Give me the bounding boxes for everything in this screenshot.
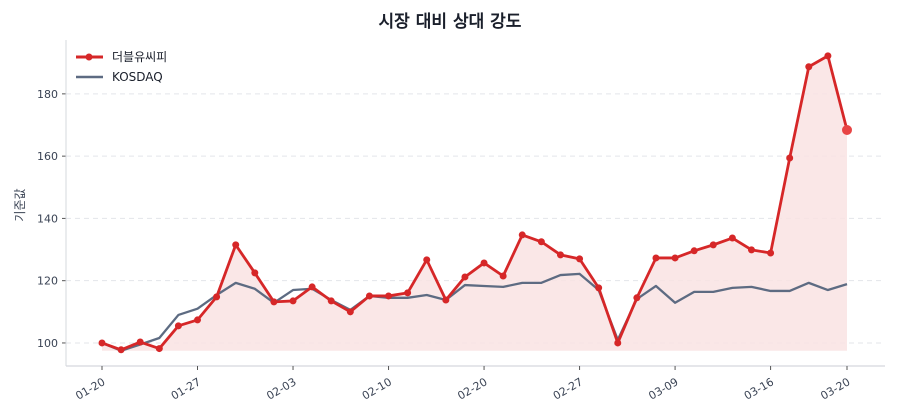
area-fill bbox=[102, 55, 847, 351]
wcp-point bbox=[767, 249, 775, 257]
wcp-point bbox=[251, 269, 259, 277]
wcp-point bbox=[518, 231, 526, 239]
wcp-point bbox=[499, 272, 507, 280]
x-tick-label: 02-10 bbox=[360, 375, 394, 402]
legend-marker-wcp bbox=[85, 53, 93, 61]
wcp-point bbox=[728, 234, 736, 242]
wcp-point bbox=[385, 292, 393, 300]
wcp-point bbox=[595, 284, 603, 292]
wcp-point bbox=[576, 255, 584, 263]
x-tick-label: 03-09 bbox=[646, 375, 680, 402]
wcp-point bbox=[327, 297, 335, 305]
x-tick-label: 01-20 bbox=[73, 375, 107, 402]
wcp-point bbox=[652, 254, 660, 262]
wcp-point bbox=[155, 345, 163, 353]
wcp-point bbox=[709, 241, 717, 249]
series-lines bbox=[98, 52, 852, 354]
wcp-point bbox=[136, 338, 144, 346]
wcp-point bbox=[98, 339, 106, 347]
wcp-point bbox=[805, 63, 813, 71]
x-tick-label: 02-20 bbox=[455, 375, 489, 402]
wcp-point bbox=[690, 247, 698, 255]
wcp-point bbox=[404, 289, 412, 297]
y-tick-label: 100 bbox=[37, 337, 58, 350]
x-tick-label: 02-27 bbox=[551, 375, 585, 402]
wcp-point bbox=[308, 283, 316, 291]
wcp-point bbox=[232, 241, 240, 249]
wcp-point bbox=[423, 256, 431, 264]
wcp-point bbox=[270, 298, 278, 306]
wcp-point bbox=[289, 297, 297, 305]
kosdaq-line bbox=[101, 272, 848, 352]
wcp-point bbox=[786, 154, 794, 162]
y-tick-label: 140 bbox=[37, 212, 58, 225]
wcp-point bbox=[824, 52, 832, 60]
wcp-point bbox=[556, 251, 564, 259]
x-tick-label: 02-03 bbox=[264, 375, 298, 402]
y-tick-label: 180 bbox=[37, 88, 58, 101]
wcp-point bbox=[747, 246, 755, 254]
wcp-point bbox=[213, 293, 221, 301]
wcp-point bbox=[537, 238, 545, 246]
wcp-point bbox=[671, 254, 679, 262]
wcp-area-fill bbox=[102, 55, 847, 351]
wcp-point bbox=[614, 339, 622, 347]
x-tick-label: 01-27 bbox=[169, 375, 203, 402]
x-tick-label: 03-16 bbox=[742, 375, 776, 402]
legend: 더블유씨피 KOSDAQ bbox=[76, 50, 167, 84]
legend-label-wcp: 더블유씨피 bbox=[112, 50, 167, 64]
legend-label-kosdaq: KOSDAQ bbox=[112, 70, 163, 84]
wcp-point bbox=[633, 294, 641, 302]
wcp-line bbox=[101, 54, 849, 352]
wcp-latest-point bbox=[842, 124, 852, 135]
wcp-point bbox=[480, 259, 488, 267]
wcp-point bbox=[442, 296, 450, 304]
chart-title: 시장 대비 상대 강도 bbox=[379, 12, 522, 32]
wcp-point bbox=[174, 322, 182, 330]
y-tick-label: 160 bbox=[37, 150, 58, 163]
wcp-point bbox=[346, 308, 354, 316]
wcp-point bbox=[117, 346, 125, 354]
y-axis-label: 기준값 bbox=[13, 188, 27, 221]
wcp-point bbox=[365, 292, 373, 300]
y-tick-label: 120 bbox=[37, 275, 58, 288]
wcp-point bbox=[461, 273, 469, 281]
x-tick-label: 03-20 bbox=[818, 375, 852, 402]
wcp-point bbox=[194, 316, 202, 324]
